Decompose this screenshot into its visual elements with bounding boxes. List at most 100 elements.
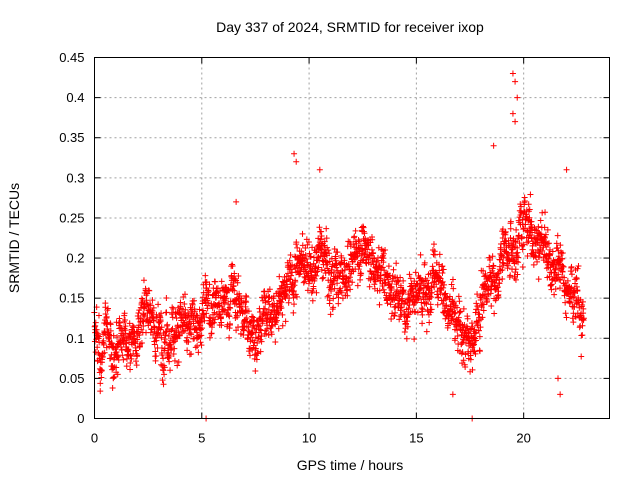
- data-point: [555, 253, 562, 260]
- data-point: [309, 244, 316, 251]
- data-point: [514, 94, 521, 101]
- data-point: [442, 290, 449, 297]
- x-tick-label: 20: [516, 431, 530, 446]
- data-point: [92, 319, 99, 326]
- data-point: [423, 291, 430, 297]
- data-point: [233, 198, 240, 205]
- data-point: [421, 259, 428, 266]
- data-point: [430, 279, 437, 286]
- data-point: [339, 295, 346, 302]
- data-point: [135, 310, 142, 317]
- data-point: [159, 377, 166, 384]
- data-point: [254, 350, 261, 357]
- data-point: [560, 263, 567, 270]
- data-point: [118, 347, 125, 354]
- data-point: [291, 282, 298, 289]
- data-point: [225, 312, 232, 319]
- data-point: [273, 317, 280, 324]
- data-point: [377, 277, 384, 284]
- data-point: [345, 282, 352, 289]
- data-point: [98, 374, 105, 381]
- data-point: [96, 333, 103, 340]
- data-point: [318, 241, 325, 248]
- data-point: [436, 251, 443, 258]
- data-point: [242, 298, 249, 305]
- data-point: [117, 319, 124, 326]
- data-point: [474, 291, 481, 298]
- data-point: [315, 264, 322, 271]
- data-point: [400, 277, 407, 284]
- data-point: [288, 272, 295, 279]
- data-point: [546, 246, 553, 253]
- data-point: [291, 301, 298, 308]
- data-point: [347, 286, 354, 293]
- data-point: [454, 332, 461, 339]
- data-point: [194, 343, 201, 350]
- data-point: [162, 339, 169, 346]
- data-point: [376, 287, 383, 294]
- data-point: [371, 281, 378, 288]
- data-point: [381, 267, 388, 274]
- data-point: [477, 324, 484, 331]
- data-point: [341, 280, 348, 287]
- data-point: [474, 320, 481, 327]
- data-point: [235, 272, 242, 279]
- data-point: [182, 306, 189, 313]
- data-point: [121, 310, 128, 317]
- data-point: [392, 303, 399, 310]
- data-point: [263, 318, 270, 325]
- data-point: [499, 235, 506, 242]
- data-point: [117, 324, 124, 331]
- data-point: [379, 254, 386, 261]
- data-point: [290, 309, 297, 316]
- data-point: [509, 70, 516, 77]
- data-point: [317, 235, 324, 242]
- data-point: [557, 391, 564, 398]
- data-point: [570, 319, 577, 326]
- data-point: [110, 332, 117, 339]
- data-point: [433, 281, 440, 288]
- data-point: [387, 301, 394, 308]
- data-point: [150, 317, 157, 324]
- data-point: [523, 213, 530, 220]
- data-point: [181, 300, 188, 307]
- data-point: [287, 276, 294, 283]
- data-point: [158, 324, 165, 331]
- data-point: [162, 329, 169, 336]
- data-point: [197, 339, 204, 346]
- data-point: [507, 272, 514, 279]
- data-point: [185, 338, 192, 345]
- data-point: [470, 342, 477, 349]
- data-point: [467, 356, 474, 363]
- data-point: [487, 257, 494, 264]
- data-point: [495, 294, 502, 301]
- y-tick-label: 0.2: [66, 251, 84, 266]
- data-point: [412, 269, 419, 276]
- data-point: [164, 345, 171, 352]
- data-point: [265, 294, 272, 301]
- data-point: [500, 253, 507, 260]
- data-point: [512, 276, 519, 283]
- data-point: [507, 225, 514, 232]
- data-point: [152, 348, 159, 355]
- data-point: [111, 373, 118, 380]
- data-point: [198, 332, 205, 339]
- data-series-srmtid: [91, 70, 587, 422]
- data-point: [477, 296, 484, 303]
- data-point: [361, 230, 368, 237]
- data-point: [274, 303, 281, 310]
- data-point: [291, 150, 298, 157]
- y-tick-label: 0.05: [59, 371, 84, 386]
- data-point: [499, 226, 506, 233]
- data-point: [434, 288, 441, 295]
- data-point: [196, 306, 203, 313]
- data-point: [428, 306, 435, 313]
- data-point: [184, 334, 191, 341]
- data-point: [509, 110, 516, 117]
- data-point: [204, 305, 211, 312]
- data-point: [263, 330, 270, 337]
- data-point: [388, 316, 395, 322]
- data-point: [380, 259, 387, 266]
- data-point: [122, 340, 129, 347]
- data-point: [397, 307, 404, 314]
